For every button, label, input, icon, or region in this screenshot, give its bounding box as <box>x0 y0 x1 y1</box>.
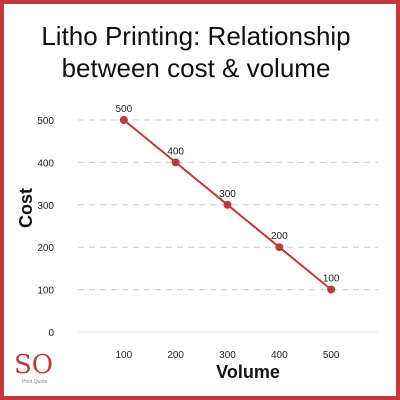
data-label: 500 <box>115 104 132 115</box>
y-tick-label: 100 <box>37 286 54 297</box>
data-label: 400 <box>167 146 184 157</box>
x-tick-label: 200 <box>167 350 184 361</box>
x-tick-label: 500 <box>323 350 340 361</box>
x-tick-label: 300 <box>219 350 236 361</box>
y-axis-label: Cost <box>16 188 36 228</box>
data-point <box>223 200 232 209</box>
brand-logo: SO Print Quote <box>14 350 53 385</box>
data-point <box>119 116 128 124</box>
x-tick-label: 400 <box>271 350 288 361</box>
x-tick-label: 100 <box>115 350 132 361</box>
data-label: 300 <box>219 189 236 200</box>
data-point <box>171 158 180 167</box>
y-tick-labels: 0 100 200 300 400 500 <box>37 116 54 339</box>
data-label: 100 <box>323 274 340 285</box>
grid-lines <box>78 119 378 291</box>
logo-mark: SO <box>14 350 53 380</box>
data-points <box>119 116 336 294</box>
data-label: 200 <box>271 231 288 242</box>
x-tick-labels: 100 200 300 400 500 <box>115 350 339 361</box>
chart-title-line-1: Litho Printing: Relationship <box>41 21 351 51</box>
chart-title: Litho Printing: Relationship between cos… <box>0 20 392 84</box>
y-tick-label: 500 <box>37 116 54 127</box>
y-tick-label: 0 <box>48 328 54 339</box>
y-tick-label: 200 <box>37 243 54 254</box>
data-point <box>327 285 336 294</box>
x-axis-label: Volume <box>216 362 280 382</box>
logo-tagline: Print Quote <box>22 379 48 385</box>
chart-title-line-2: between cost & volume <box>61 53 331 83</box>
y-tick-label: 300 <box>37 201 54 212</box>
y-tick-label: 400 <box>37 158 54 169</box>
data-labels: 500 400 300 200 100 <box>115 104 339 285</box>
data-point <box>275 243 284 252</box>
